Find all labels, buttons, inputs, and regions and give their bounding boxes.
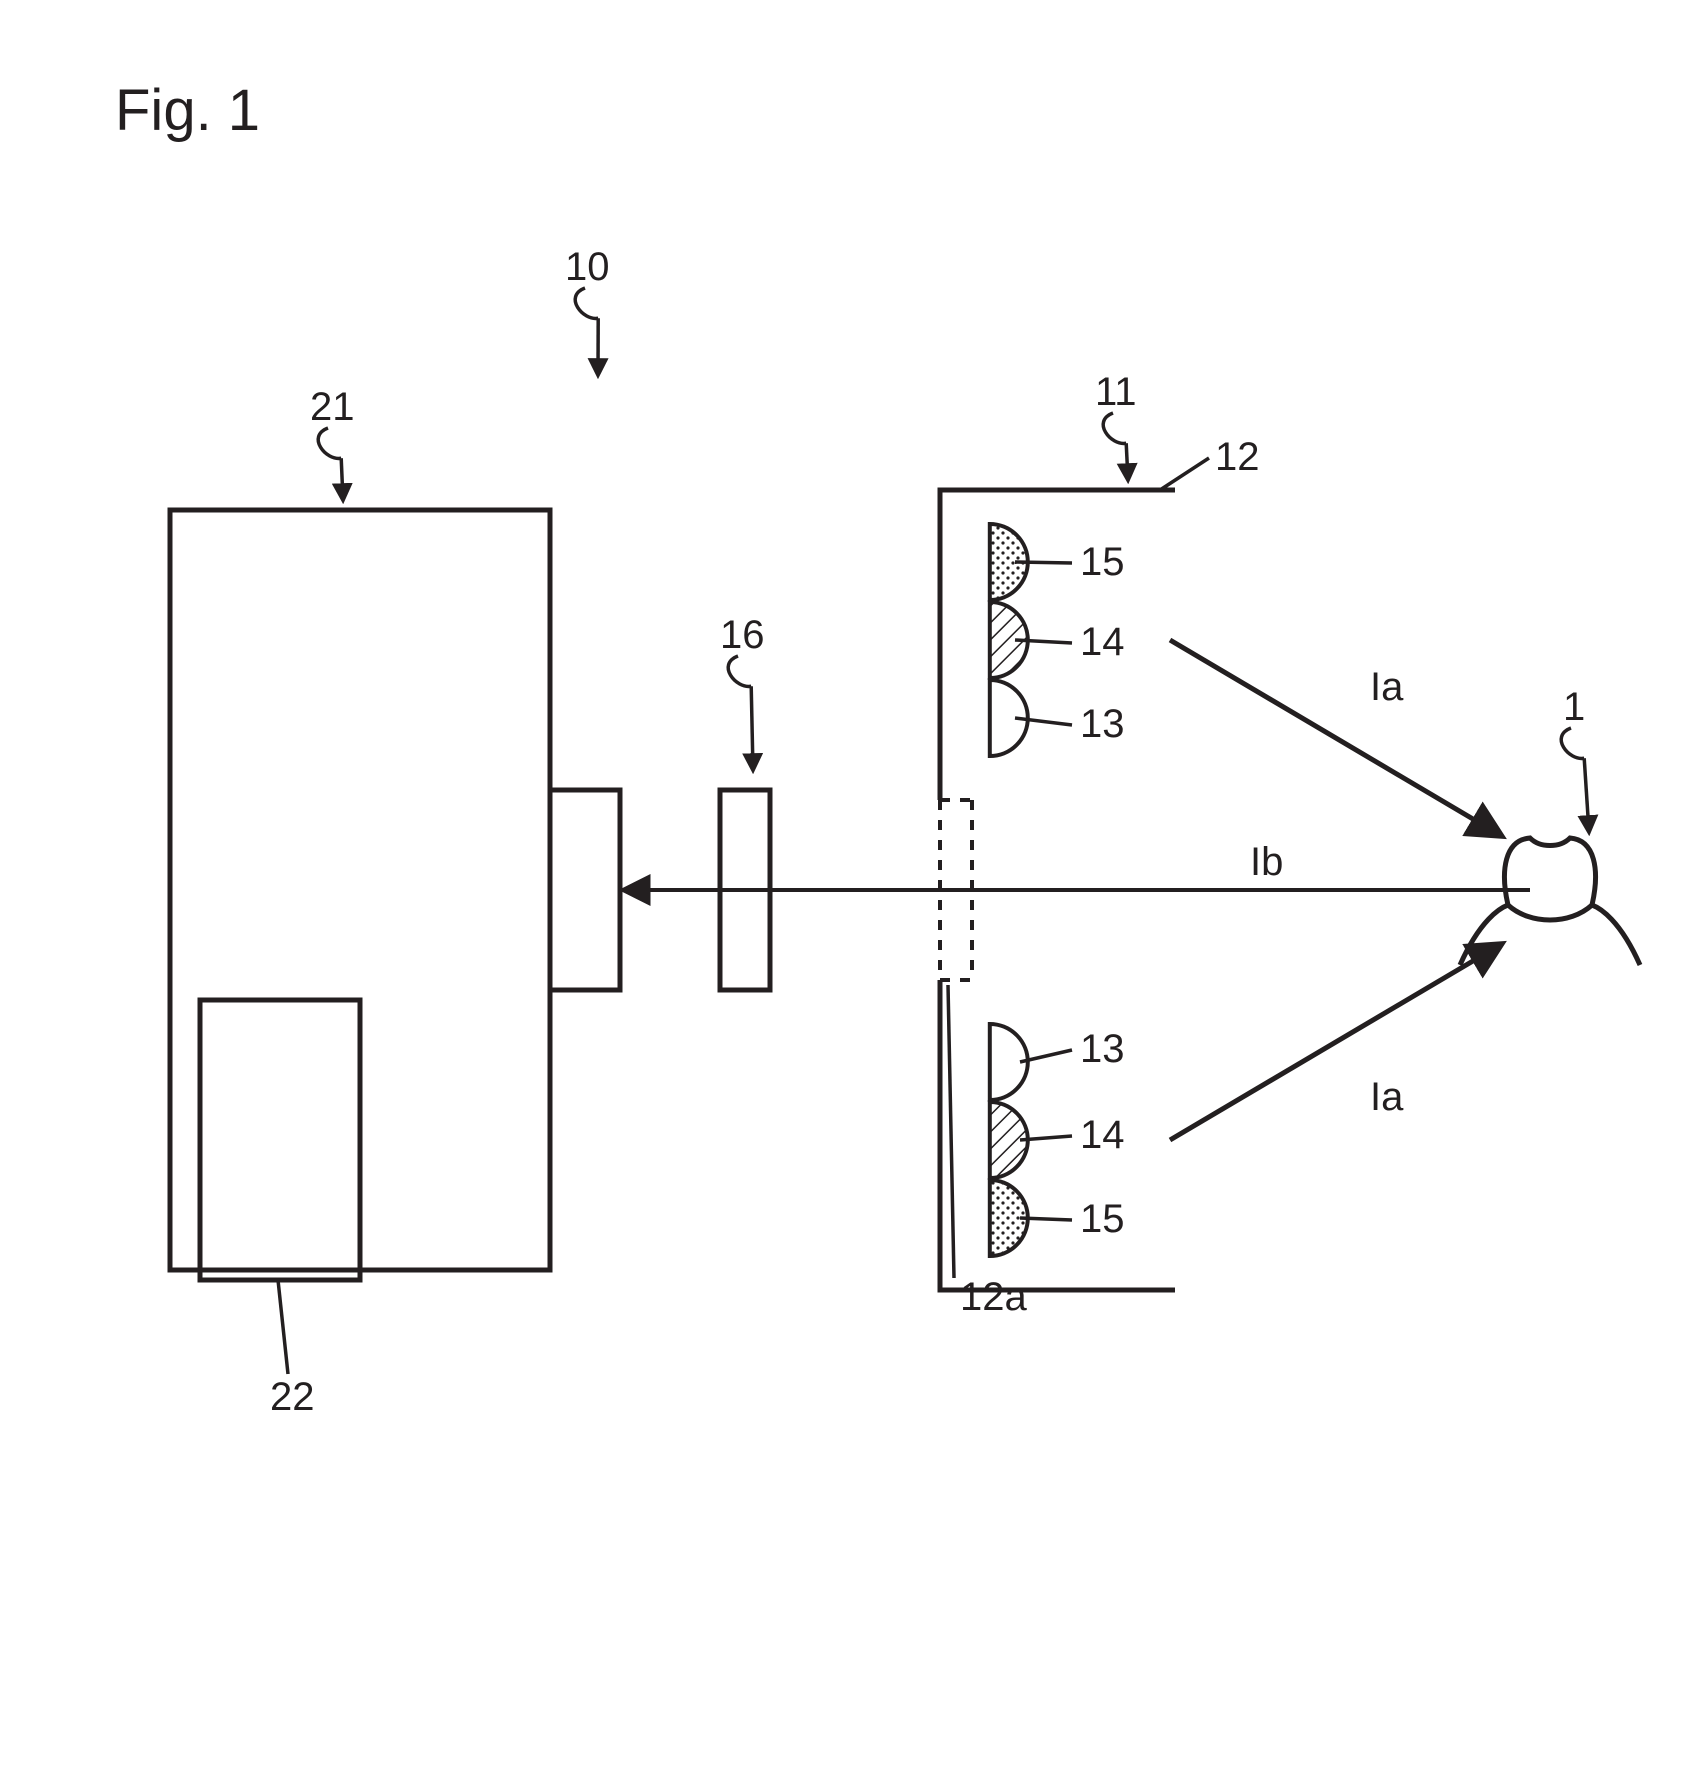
svg-text:14: 14: [1080, 1113, 1125, 1157]
figure-title: Fig. 1: [115, 78, 260, 143]
leader-lines: [278, 288, 1589, 1374]
svg-text:Ia: Ia: [1370, 1075, 1404, 1119]
svg-text:16: 16: [720, 613, 765, 657]
svg-text:22: 22: [270, 1375, 315, 1419]
figure-canvas: Fig. 1 10 11 12 15 14 13 13 14 15 12a 16 21 22 1 Ia Ia I…: [0, 0, 1708, 1778]
svg-text:12: 12: [1215, 435, 1260, 479]
svg-text:1: 1: [1563, 685, 1585, 729]
svg-text:14: 14: [1080, 620, 1125, 664]
svg-text:15: 15: [1080, 540, 1125, 584]
ray-illumination-bottom: [1170, 945, 1500, 1140]
svg-text:15: 15: [1080, 1197, 1125, 1241]
labels-group: 10 11 12 15 14 13 13 14 15 12a 16 21 22 1 Ia Ia Ib: [270, 245, 1585, 1419]
svg-text:12a: 12a: [960, 1275, 1027, 1319]
svg-text:13: 13: [1080, 702, 1125, 746]
svg-text:13: 13: [1080, 1027, 1125, 1071]
svg-text:Ia: Ia: [1370, 665, 1404, 709]
svg-text:21: 21: [310, 385, 355, 429]
processor-block: [200, 1000, 360, 1280]
camera-body: [170, 510, 620, 1280]
ray-illumination-top: [1170, 640, 1500, 835]
tooth-target: [1460, 838, 1640, 965]
svg-text:11: 11: [1095, 370, 1137, 414]
svg-text:Ib: Ib: [1250, 840, 1283, 884]
svg-text:10: 10: [565, 245, 610, 289]
